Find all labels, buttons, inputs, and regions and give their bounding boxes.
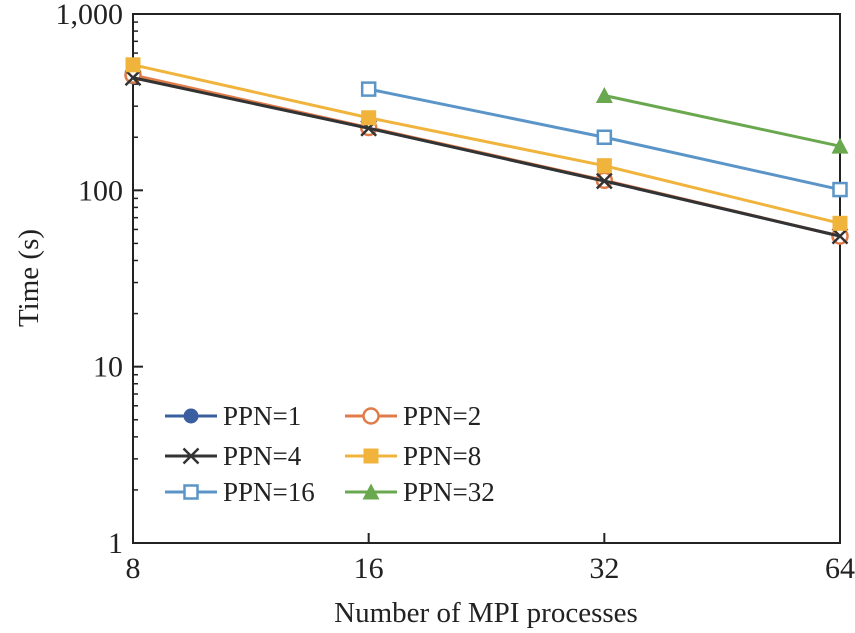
y-tick-label: 100 (78, 174, 123, 207)
legend-entry-ppn-4: PPN=4 (165, 441, 302, 471)
plot-frame (132, 13, 841, 544)
legend-marker (182, 447, 200, 465)
series-ppn-8 (125, 57, 848, 231)
legend-label: PPN=32 (403, 477, 495, 507)
x-axis: 8 16 32 64 (126, 533, 855, 585)
legend-entry-ppn-32: PPN=32 (345, 477, 495, 507)
legend-label: PPN=1 (223, 401, 301, 431)
data-point (595, 86, 613, 103)
data-point (124, 69, 142, 87)
legend-marker (183, 484, 199, 500)
data-point (596, 129, 613, 146)
series-ppn-1 (125, 69, 848, 244)
series-ppn-32 (595, 86, 849, 154)
y-tick-label: 1,000 (56, 0, 124, 31)
legend: PPN=1 PPN=2 PPN=4 PPN=8 PPN=16 PPN=32 (165, 401, 495, 507)
legend-entry-ppn-1: PPN=1 (165, 401, 301, 431)
data-point (361, 110, 377, 126)
x-axis-title: Number of MPI processes (334, 597, 638, 629)
legend-marker (183, 408, 199, 424)
series-line (132, 76, 841, 238)
data-point (831, 227, 849, 245)
data-point (832, 181, 848, 198)
data-point (831, 137, 849, 154)
data-point (595, 172, 613, 190)
series-line (132, 63, 841, 225)
y-axis: 1 10 100 1,000 (56, 0, 143, 560)
series-layer (124, 57, 849, 245)
x-tick-label: 32 (589, 552, 619, 585)
legend-marker (363, 448, 379, 464)
data-point (125, 57, 141, 73)
series-ppn-4 (124, 69, 849, 245)
legend-label: PPN=4 (223, 441, 302, 471)
legend-entry-ppn-16: PPN=16 (165, 477, 315, 507)
x-tick-label: 8 (126, 552, 141, 585)
data-point (832, 215, 848, 231)
x-tick-label: 16 (354, 552, 384, 585)
y-axis-title: Time (s) (13, 229, 45, 327)
legend-marker (362, 483, 380, 500)
x-tick-label: 64 (825, 552, 855, 585)
legend-label: PPN=16 (223, 477, 315, 507)
legend-entry-ppn-8: PPN=8 (345, 441, 481, 471)
legend-marker (362, 407, 380, 425)
legend-label: PPN=2 (403, 401, 481, 431)
series-ppn-16 (360, 81, 848, 198)
legend-entry-ppn-2: PPN=2 (345, 401, 481, 431)
y-tick-label: 10 (93, 351, 123, 384)
series-line (604, 94, 841, 148)
y-tick-label: 1 (108, 527, 123, 560)
legend-label: PPN=8 (403, 441, 481, 471)
data-point (596, 158, 612, 174)
data-point (360, 81, 377, 97)
